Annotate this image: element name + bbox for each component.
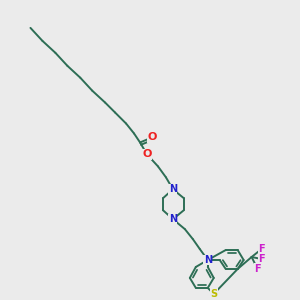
Text: F: F <box>258 254 265 264</box>
Text: O: O <box>147 133 157 142</box>
Text: N: N <box>169 184 177 194</box>
Text: F: F <box>254 264 261 274</box>
Text: O: O <box>142 149 152 159</box>
Text: F: F <box>258 244 265 254</box>
Text: N: N <box>204 255 212 265</box>
Text: S: S <box>210 289 217 299</box>
Text: N: N <box>169 214 177 224</box>
